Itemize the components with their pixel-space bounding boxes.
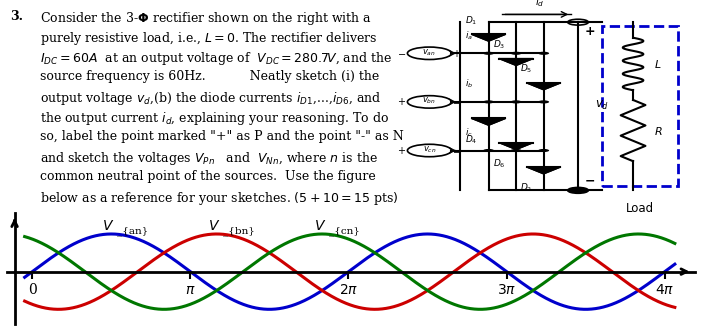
Text: $V$: $V$ xyxy=(208,219,220,233)
Text: +: + xyxy=(585,25,595,38)
Text: $D_1$: $D_1$ xyxy=(465,14,477,26)
Text: $i_a$: $i_a$ xyxy=(465,29,472,42)
Text: below as a reference for your sketches. $(5 + 10 = 15$ pts$)$: below as a reference for your sketches. … xyxy=(40,190,399,207)
Polygon shape xyxy=(499,143,533,150)
Text: $v_{an}$: $v_{an}$ xyxy=(423,47,437,58)
Text: Consider the 3-$\mathbf{\Phi}$ rectifier shown on the right with a: Consider the 3-$\mathbf{\Phi}$ rectifier… xyxy=(40,10,372,26)
Circle shape xyxy=(483,52,494,55)
Text: $-$: $-$ xyxy=(452,146,461,156)
Text: $+$: $+$ xyxy=(397,145,406,156)
Text: $i_b$: $i_b$ xyxy=(465,78,472,90)
Polygon shape xyxy=(526,167,560,174)
Polygon shape xyxy=(472,34,505,41)
Text: source frequency is 60Hz.           Neatly sketch (i) the: source frequency is 60Hz. Neatly sketch … xyxy=(40,70,379,83)
Text: $V$: $V$ xyxy=(314,219,326,233)
Circle shape xyxy=(568,19,588,25)
Text: _{cn}: _{cn} xyxy=(329,226,360,236)
Text: output voltage $v_d$,(b) the diode currents $i_{D1}$,...,$i_{D6}$, and: output voltage $v_d$,(b) the diode curre… xyxy=(40,90,382,107)
Circle shape xyxy=(538,149,549,152)
Text: $v_{cn}$: $v_{cn}$ xyxy=(423,144,436,155)
Text: $D_4$: $D_4$ xyxy=(465,133,477,146)
Text: $I_{DC}$$=$$60A$  at an output voltage of  $V_{DC}$$=$$280.7V$, and the: $I_{DC}$$=$$60A$ at an output voltage of… xyxy=(40,50,392,67)
Text: $V$: $V$ xyxy=(102,219,114,233)
Polygon shape xyxy=(499,59,533,66)
Text: so, label the point marked "+" as P and the point "-" as N: so, label the point marked "+" as P and … xyxy=(40,130,404,143)
Text: 3.: 3. xyxy=(11,10,23,23)
Text: the output current $i_d$, explaining your reasoning. To do: the output current $i_d$, explaining you… xyxy=(40,110,389,127)
Text: purely resistive load, i.e., $L = 0$. The rectifier delivers: purely resistive load, i.e., $L = 0$. Th… xyxy=(40,29,377,47)
Circle shape xyxy=(538,52,549,55)
Text: $D_3$: $D_3$ xyxy=(493,38,505,51)
Text: _{an}: _{an} xyxy=(117,226,148,236)
Polygon shape xyxy=(526,83,560,90)
Circle shape xyxy=(510,149,522,152)
Circle shape xyxy=(510,100,522,104)
Text: $i_c$: $i_c$ xyxy=(465,126,472,139)
Text: _{bn}: _{bn} xyxy=(223,226,255,236)
Text: $v_d$: $v_d$ xyxy=(595,99,609,112)
Text: $v_{bn}$: $v_{bn}$ xyxy=(423,96,437,106)
Text: $+$: $+$ xyxy=(397,96,406,107)
Text: $L$: $L$ xyxy=(654,58,661,70)
Text: $D_2$: $D_2$ xyxy=(520,182,533,194)
Circle shape xyxy=(568,187,588,193)
Circle shape xyxy=(538,100,549,104)
Circle shape xyxy=(510,52,522,55)
Polygon shape xyxy=(472,118,505,125)
Text: $-$: $-$ xyxy=(452,97,461,107)
Circle shape xyxy=(483,100,494,104)
Text: −: − xyxy=(585,174,595,187)
Circle shape xyxy=(483,149,494,152)
Text: $+$: $+$ xyxy=(452,48,461,59)
Text: $-$: $-$ xyxy=(397,48,406,58)
Text: common neutral point of the sources.  Use the figure: common neutral point of the sources. Use… xyxy=(40,170,376,183)
Text: $i_d$: $i_d$ xyxy=(536,0,545,9)
Text: $R$: $R$ xyxy=(654,124,663,137)
Text: $D_6$: $D_6$ xyxy=(493,157,505,170)
Text: $D_5$: $D_5$ xyxy=(520,63,533,75)
Text: Load: Load xyxy=(626,202,654,215)
Text: and sketch the voltages $V_{Pn}$   and  $V_{Nn}$, where $n$ is the: and sketch the voltages $V_{Pn}$ and $V_… xyxy=(40,150,378,167)
